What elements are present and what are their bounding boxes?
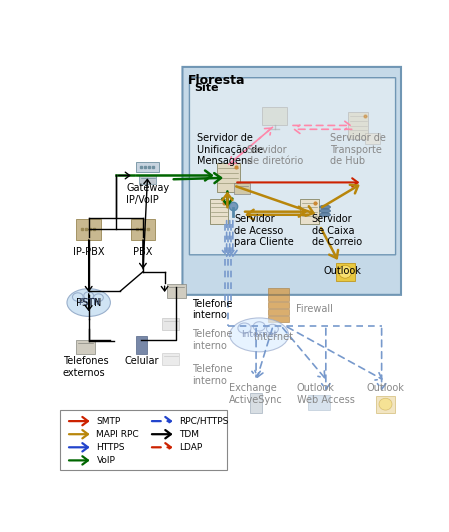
Ellipse shape: [320, 213, 330, 217]
Ellipse shape: [320, 209, 330, 213]
Ellipse shape: [379, 398, 392, 410]
Text: Firewall: Firewall: [296, 304, 333, 314]
Text: Outlook: Outlook: [366, 384, 405, 393]
Bar: [269, 295, 289, 301]
Text: Outlook: Outlook: [323, 265, 361, 276]
Ellipse shape: [253, 322, 265, 331]
FancyBboxPatch shape: [189, 78, 396, 255]
Ellipse shape: [238, 323, 251, 333]
Bar: [269, 309, 289, 315]
FancyBboxPatch shape: [182, 67, 401, 295]
Text: Site: Site: [194, 83, 219, 93]
Ellipse shape: [93, 294, 103, 302]
Text: Floresta: Floresta: [188, 74, 245, 87]
Bar: [131, 219, 155, 240]
Bar: [269, 315, 289, 322]
Bar: [376, 396, 395, 413]
Text: Outlook
Web Access: Outlook Web Access: [297, 384, 355, 405]
Bar: [336, 262, 355, 281]
Text: Telefone
interno: Telefone interno: [192, 329, 232, 351]
Text: PSTN: PSTN: [78, 298, 100, 307]
Text: Exchange
ActiveSync: Exchange ActiveSync: [229, 384, 283, 405]
Text: Servidor de
Transporte
de Hub: Servidor de Transporte de Hub: [330, 133, 386, 167]
Text: Internet: Internet: [241, 330, 277, 339]
Text: Servidor de
Unificação de
Mensagens: Servidor de Unificação de Mensagens: [197, 133, 263, 167]
Bar: [167, 284, 185, 298]
Text: Servidor
de Caixa
de Correio: Servidor de Caixa de Correio: [312, 214, 362, 247]
Bar: [162, 318, 179, 330]
Text: Servidor
de diretório: Servidor de diretório: [247, 145, 303, 167]
Bar: [250, 393, 262, 413]
Bar: [136, 162, 159, 172]
Text: MAPI RPC: MAPI RPC: [97, 430, 139, 439]
Bar: [308, 395, 330, 410]
Bar: [76, 219, 101, 240]
Text: RPC/HTTPS: RPC/HTTPS: [179, 417, 229, 426]
Bar: [210, 200, 228, 224]
Ellipse shape: [67, 289, 110, 317]
Text: VoIP: VoIP: [97, 456, 115, 465]
Text: Telefones
externos: Telefones externos: [63, 356, 108, 378]
Bar: [139, 174, 156, 184]
Text: Internet: Internet: [254, 332, 293, 342]
Text: PBX: PBX: [133, 247, 153, 257]
Bar: [348, 112, 369, 138]
Text: IP-PBX: IP-PBX: [73, 247, 105, 257]
Text: Telefone
interno: Telefone interno: [192, 298, 232, 320]
Text: Telefone
interno: Telefone interno: [192, 364, 232, 386]
Ellipse shape: [230, 318, 289, 352]
Ellipse shape: [72, 293, 83, 301]
Text: HTTPS: HTTPS: [97, 443, 125, 452]
Text: Gateway
IP/VoIP: Gateway IP/VoIP: [126, 183, 169, 205]
Bar: [216, 163, 240, 193]
Text: Servidor
de Acesso
para Cliente: Servidor de Acesso para Cliente: [234, 214, 294, 247]
Bar: [365, 133, 380, 144]
Bar: [300, 200, 319, 224]
Ellipse shape: [84, 292, 93, 300]
Text: SMTP: SMTP: [97, 417, 121, 426]
Bar: [76, 340, 95, 354]
Bar: [60, 410, 227, 470]
Ellipse shape: [339, 265, 352, 278]
Text: PSTN: PSTN: [76, 297, 101, 307]
Bar: [234, 183, 250, 194]
Bar: [262, 107, 287, 126]
Text: LDAP: LDAP: [179, 443, 202, 452]
Bar: [136, 336, 147, 354]
Bar: [269, 302, 289, 308]
Bar: [162, 353, 179, 365]
Bar: [269, 288, 289, 294]
Text: TDM: TDM: [179, 430, 199, 439]
Ellipse shape: [320, 205, 330, 209]
Ellipse shape: [266, 325, 278, 334]
Text: Celular: Celular: [124, 356, 158, 367]
